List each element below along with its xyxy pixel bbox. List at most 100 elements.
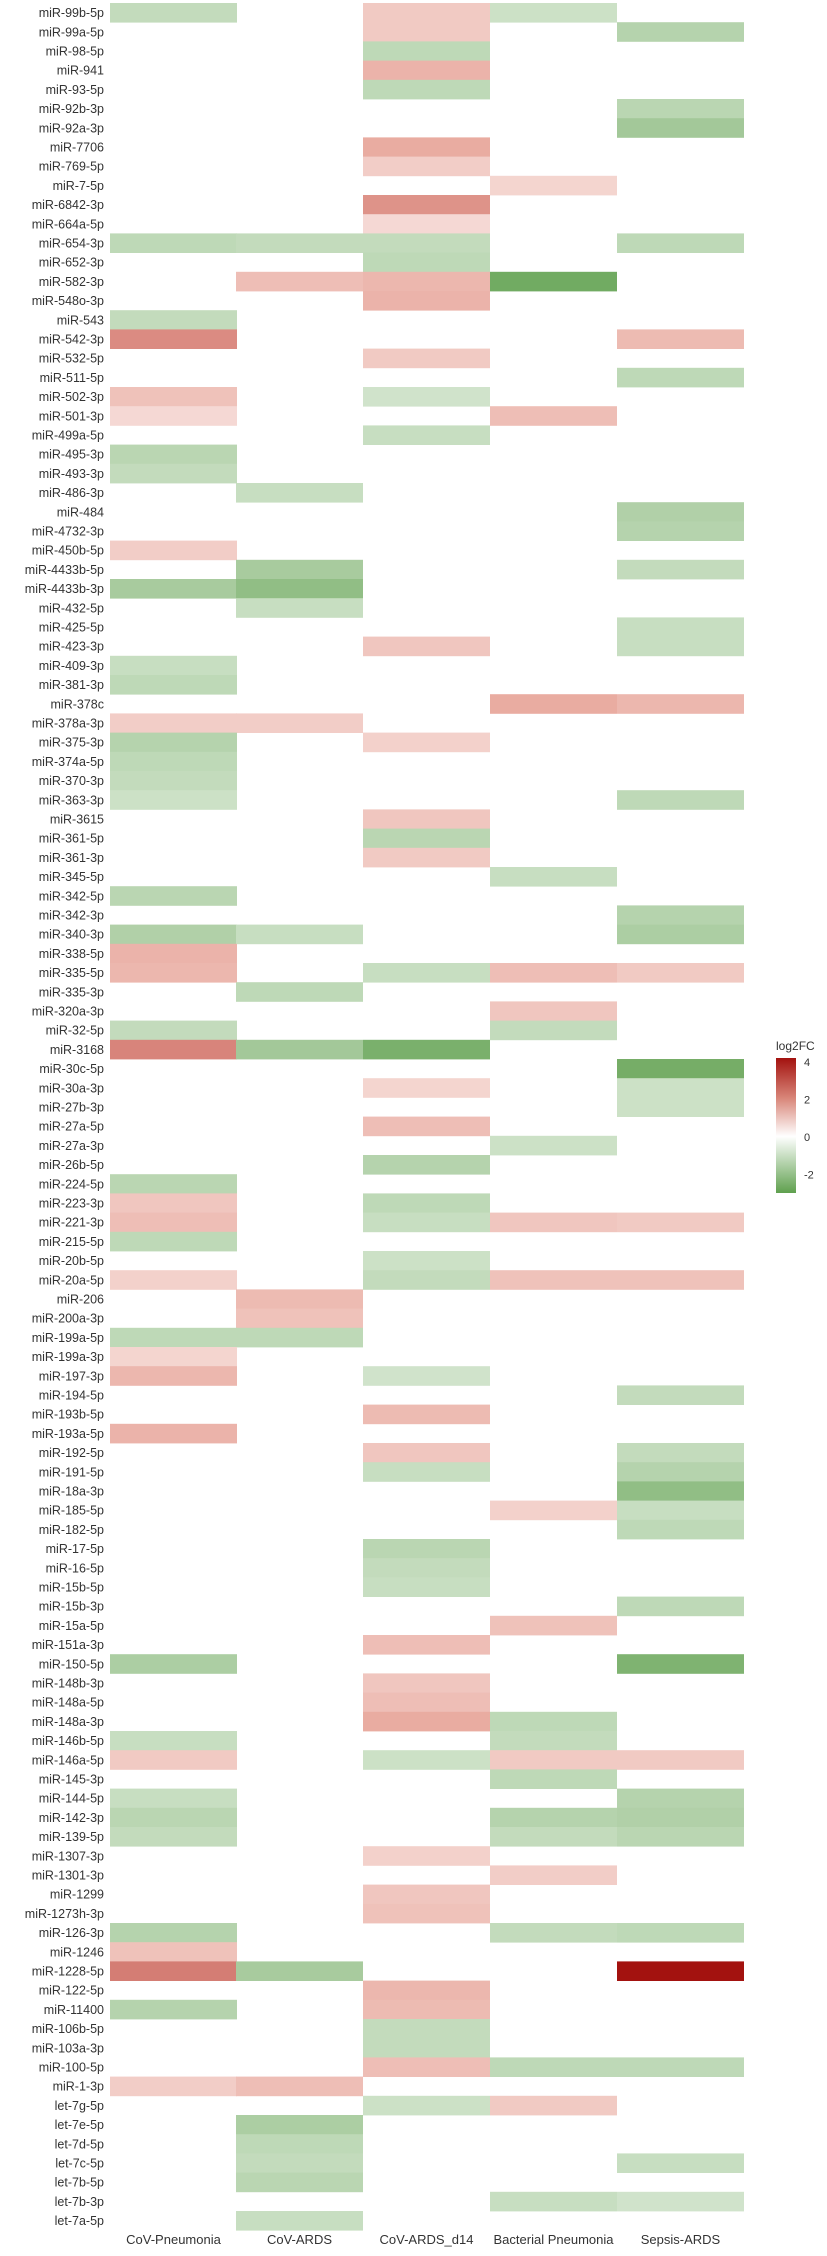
- legend-color-bar: [776, 1058, 796, 1193]
- heatmap-cell: [363, 137, 490, 157]
- row-label: miR-122-5p: [39, 1984, 104, 1998]
- heatmap-cell: [617, 1481, 744, 1501]
- row-label: miR-320a-3p: [32, 1005, 104, 1019]
- row-label: miR-92b-3p: [39, 102, 104, 116]
- row-label: miR-150-5p: [39, 1657, 104, 1671]
- row-label: miR-1299: [50, 1888, 104, 1902]
- heatmap-cell: [490, 1001, 617, 1021]
- heatmap-cell: [363, 348, 490, 369]
- row-label: miR-7-5p: [53, 179, 104, 193]
- heatmap-cell: [490, 867, 617, 887]
- row-label: miR-654-3p: [39, 237, 104, 251]
- heatmap-cell: [236, 1039, 363, 1060]
- row-label: miR-450b-5p: [32, 544, 104, 558]
- heatmap-cell: [617, 99, 744, 119]
- heatmap-cell: [617, 1596, 744, 1617]
- heatmap-cell: [110, 1423, 237, 1444]
- heatmap-cell: [490, 963, 617, 983]
- heatmap-cell: [110, 1327, 237, 1348]
- row-label: miR-224-5p: [39, 1177, 104, 1191]
- row-label: miR-142-3p: [39, 1811, 104, 1825]
- legend-ticks: 4 2 0 -2: [796, 1057, 814, 1181]
- heatmap-cell: [617, 367, 744, 388]
- heatmap-cell: [363, 1692, 490, 1713]
- row-label: miR-3615: [50, 813, 104, 827]
- heatmap-cell: [363, 1039, 490, 1060]
- heatmap-cell: [236, 271, 363, 292]
- heatmap-cell: [490, 3, 617, 23]
- heatmap-cell: [110, 310, 237, 330]
- row-label: miR-199a-3p: [32, 1350, 104, 1364]
- heatmap-cell: [617, 617, 744, 637]
- row-label: miR-548o-3p: [32, 294, 104, 308]
- heatmap-cell: [110, 1020, 237, 1041]
- heatmap-cell: [363, 636, 490, 657]
- heatmap-cell: [363, 3, 490, 23]
- heatmap-cell: [617, 636, 744, 657]
- heatmap-cell: [617, 1788, 744, 1809]
- heatmap-cell: [110, 655, 237, 676]
- row-label: miR-342-5p: [39, 889, 104, 903]
- row-label: miR-30c-5p: [39, 1062, 104, 1076]
- heatmap-cell: [236, 924, 363, 945]
- heatmap-cell: [363, 1270, 490, 1290]
- heatmap-cell: [363, 1404, 490, 1425]
- heatmap-cell: [110, 1961, 237, 1981]
- row-label: miR-374a-5p: [32, 755, 104, 769]
- row-label: miR-11400: [44, 2003, 104, 2017]
- heatmap-cell: [236, 559, 363, 580]
- row-label: miR-499a-5p: [32, 429, 104, 443]
- row-label: miR-15b-5p: [39, 1581, 104, 1595]
- heatmap-cell: [110, 540, 237, 561]
- heatmap-cell: [110, 1923, 237, 1943]
- heatmap-cell: [110, 1750, 237, 1770]
- heatmap-cell: [617, 924, 744, 945]
- row-label: miR-151a-3p: [32, 1638, 104, 1652]
- heatmap-cell: [617, 1750, 744, 1770]
- heatmap-cell: [236, 1308, 363, 1329]
- heatmap-cell: [363, 1539, 490, 1559]
- heatmap-cell: [490, 175, 617, 196]
- heatmap-cell: [236, 2211, 363, 2231]
- heatmap-cell: [490, 1500, 617, 1521]
- row-label: miR-106b-5p: [32, 2022, 104, 2036]
- row-label: miR-425-5p: [39, 621, 104, 635]
- row-label: miR-193a-5p: [32, 1427, 104, 1441]
- heatmap-cell: [490, 1711, 617, 1732]
- heatmap-cell: [363, 828, 490, 849]
- row-label: miR-92a-3p: [39, 121, 104, 135]
- heatmap-cell: [110, 924, 237, 945]
- heatmap-cell: [363, 2057, 490, 2077]
- row-labels: miR-99b-5p miR-99a-5p miR-98-5p miR-941 miR-…: [25, 6, 104, 2228]
- row-label: miR-17-5p: [46, 1542, 104, 1556]
- heatmap-cell: [617, 1097, 744, 1117]
- heatmap-cell: [363, 1577, 490, 1597]
- heatmap-cell: [110, 1807, 237, 1828]
- heatmap-cell: [363, 252, 490, 273]
- row-label: miR-193b-5p: [32, 1408, 104, 1422]
- row-label: miR-3168: [50, 1043, 104, 1057]
- row-label: miR-221-3p: [39, 1216, 104, 1230]
- heatmap-cell: [110, 963, 237, 983]
- row-label: miR-511-5p: [40, 371, 104, 385]
- heatmap-cell: [363, 2019, 490, 2039]
- heatmap-cell: [363, 1212, 490, 1233]
- heatmap-cell: [490, 406, 617, 426]
- row-label: let-7a-5p: [55, 2214, 104, 2228]
- row-label: miR-338-5p: [39, 947, 104, 961]
- row-label: miR-197-3p: [39, 1369, 104, 1383]
- heatmap-cell: [236, 598, 363, 618]
- heatmap-cell: [110, 943, 237, 964]
- heatmap-cell: [490, 1615, 617, 1636]
- heatmap-cell: [617, 905, 744, 925]
- heatmap-cell: [236, 982, 363, 1002]
- heatmap-cell: [363, 387, 490, 407]
- legend-tick-label: 4: [804, 1057, 810, 1069]
- row-label: let-7b-5p: [55, 2176, 104, 2190]
- heatmap-cell: [363, 1673, 490, 1693]
- heatmap-cell: [110, 387, 237, 407]
- heatmap-cell: [490, 2095, 617, 2116]
- heatmap-cell: [110, 579, 237, 599]
- legend-tick-label: -2: [804, 1169, 814, 1181]
